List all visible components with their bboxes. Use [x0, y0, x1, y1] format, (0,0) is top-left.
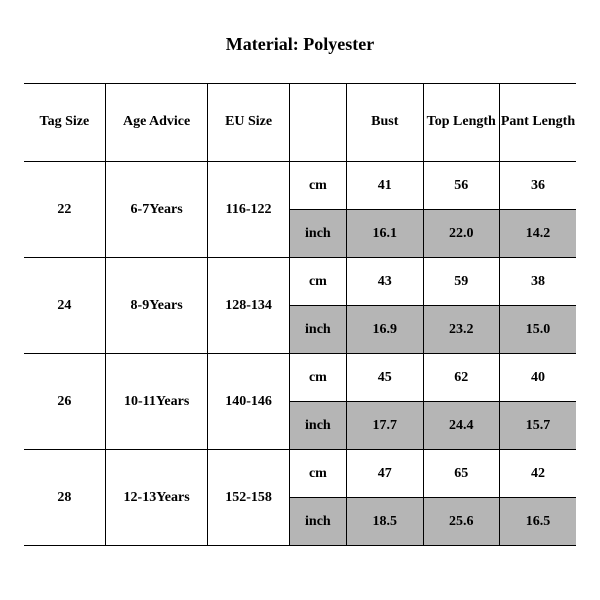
- col-unit: [289, 84, 346, 162]
- col-bust: Bust: [347, 84, 423, 162]
- cell-top-cm: 62: [423, 354, 499, 402]
- cell-pant-cm: 40: [499, 354, 576, 402]
- col-top-length: Top Length: [423, 84, 499, 162]
- cell-unit-inch: inch: [289, 402, 346, 450]
- cell-pant-cm: 42: [499, 450, 576, 498]
- cell-unit-inch: inch: [289, 210, 346, 258]
- cell-eu-size: 128-134: [208, 258, 289, 354]
- cell-age-advice: 12-13Years: [105, 450, 208, 546]
- cell-top-inch: 24.4: [423, 402, 499, 450]
- cell-top-cm: 65: [423, 450, 499, 498]
- cell-eu-size: 140-146: [208, 354, 289, 450]
- cell-bust-inch: 18.5: [347, 498, 423, 546]
- cell-age-advice: 10-11Years: [105, 354, 208, 450]
- cell-top-inch: 22.0: [423, 210, 499, 258]
- cell-tag-size: 24: [24, 258, 105, 354]
- cell-bust-cm: 45: [347, 354, 423, 402]
- cell-top-inch: 23.2: [423, 306, 499, 354]
- table-body: 226-7Years116-122cm415636inch16.122.014.…: [24, 162, 576, 546]
- cell-bust-inch: 16.9: [347, 306, 423, 354]
- cell-pant-inch: 14.2: [499, 210, 576, 258]
- table-header-row: Tag Size Age Advice EU Size Bust Top Len…: [24, 84, 576, 162]
- cell-pant-inch: 16.5: [499, 498, 576, 546]
- cell-bust-inch: 17.7: [347, 402, 423, 450]
- cell-pant-cm: 38: [499, 258, 576, 306]
- col-eu-size: EU Size: [208, 84, 289, 162]
- table-row: 2610-11Years140-146cm456240: [24, 354, 576, 402]
- cell-bust-cm: 43: [347, 258, 423, 306]
- cell-bust-cm: 41: [347, 162, 423, 210]
- cell-bust-cm: 47: [347, 450, 423, 498]
- cell-eu-size: 116-122: [208, 162, 289, 258]
- cell-age-advice: 8-9Years: [105, 258, 208, 354]
- page-title: Material: Polyester: [24, 0, 576, 83]
- col-age-advice: Age Advice: [105, 84, 208, 162]
- cell-unit-cm: cm: [289, 258, 346, 306]
- col-pant-length: Pant Length: [499, 84, 576, 162]
- cell-bust-inch: 16.1: [347, 210, 423, 258]
- cell-top-cm: 59: [423, 258, 499, 306]
- size-table: Tag Size Age Advice EU Size Bust Top Len…: [24, 83, 576, 546]
- cell-top-inch: 25.6: [423, 498, 499, 546]
- cell-tag-size: 22: [24, 162, 105, 258]
- cell-eu-size: 152-158: [208, 450, 289, 546]
- col-tag-size: Tag Size: [24, 84, 105, 162]
- cell-unit-cm: cm: [289, 162, 346, 210]
- table-row: 248-9Years128-134cm435938: [24, 258, 576, 306]
- table-row: 226-7Years116-122cm415636: [24, 162, 576, 210]
- cell-tag-size: 28: [24, 450, 105, 546]
- cell-pant-inch: 15.0: [499, 306, 576, 354]
- cell-unit-inch: inch: [289, 306, 346, 354]
- table-row: 2812-13Years152-158cm476542: [24, 450, 576, 498]
- cell-pant-inch: 15.7: [499, 402, 576, 450]
- cell-unit-inch: inch: [289, 498, 346, 546]
- cell-top-cm: 56: [423, 162, 499, 210]
- cell-unit-cm: cm: [289, 354, 346, 402]
- cell-tag-size: 26: [24, 354, 105, 450]
- cell-pant-cm: 36: [499, 162, 576, 210]
- cell-unit-cm: cm: [289, 450, 346, 498]
- cell-age-advice: 6-7Years: [105, 162, 208, 258]
